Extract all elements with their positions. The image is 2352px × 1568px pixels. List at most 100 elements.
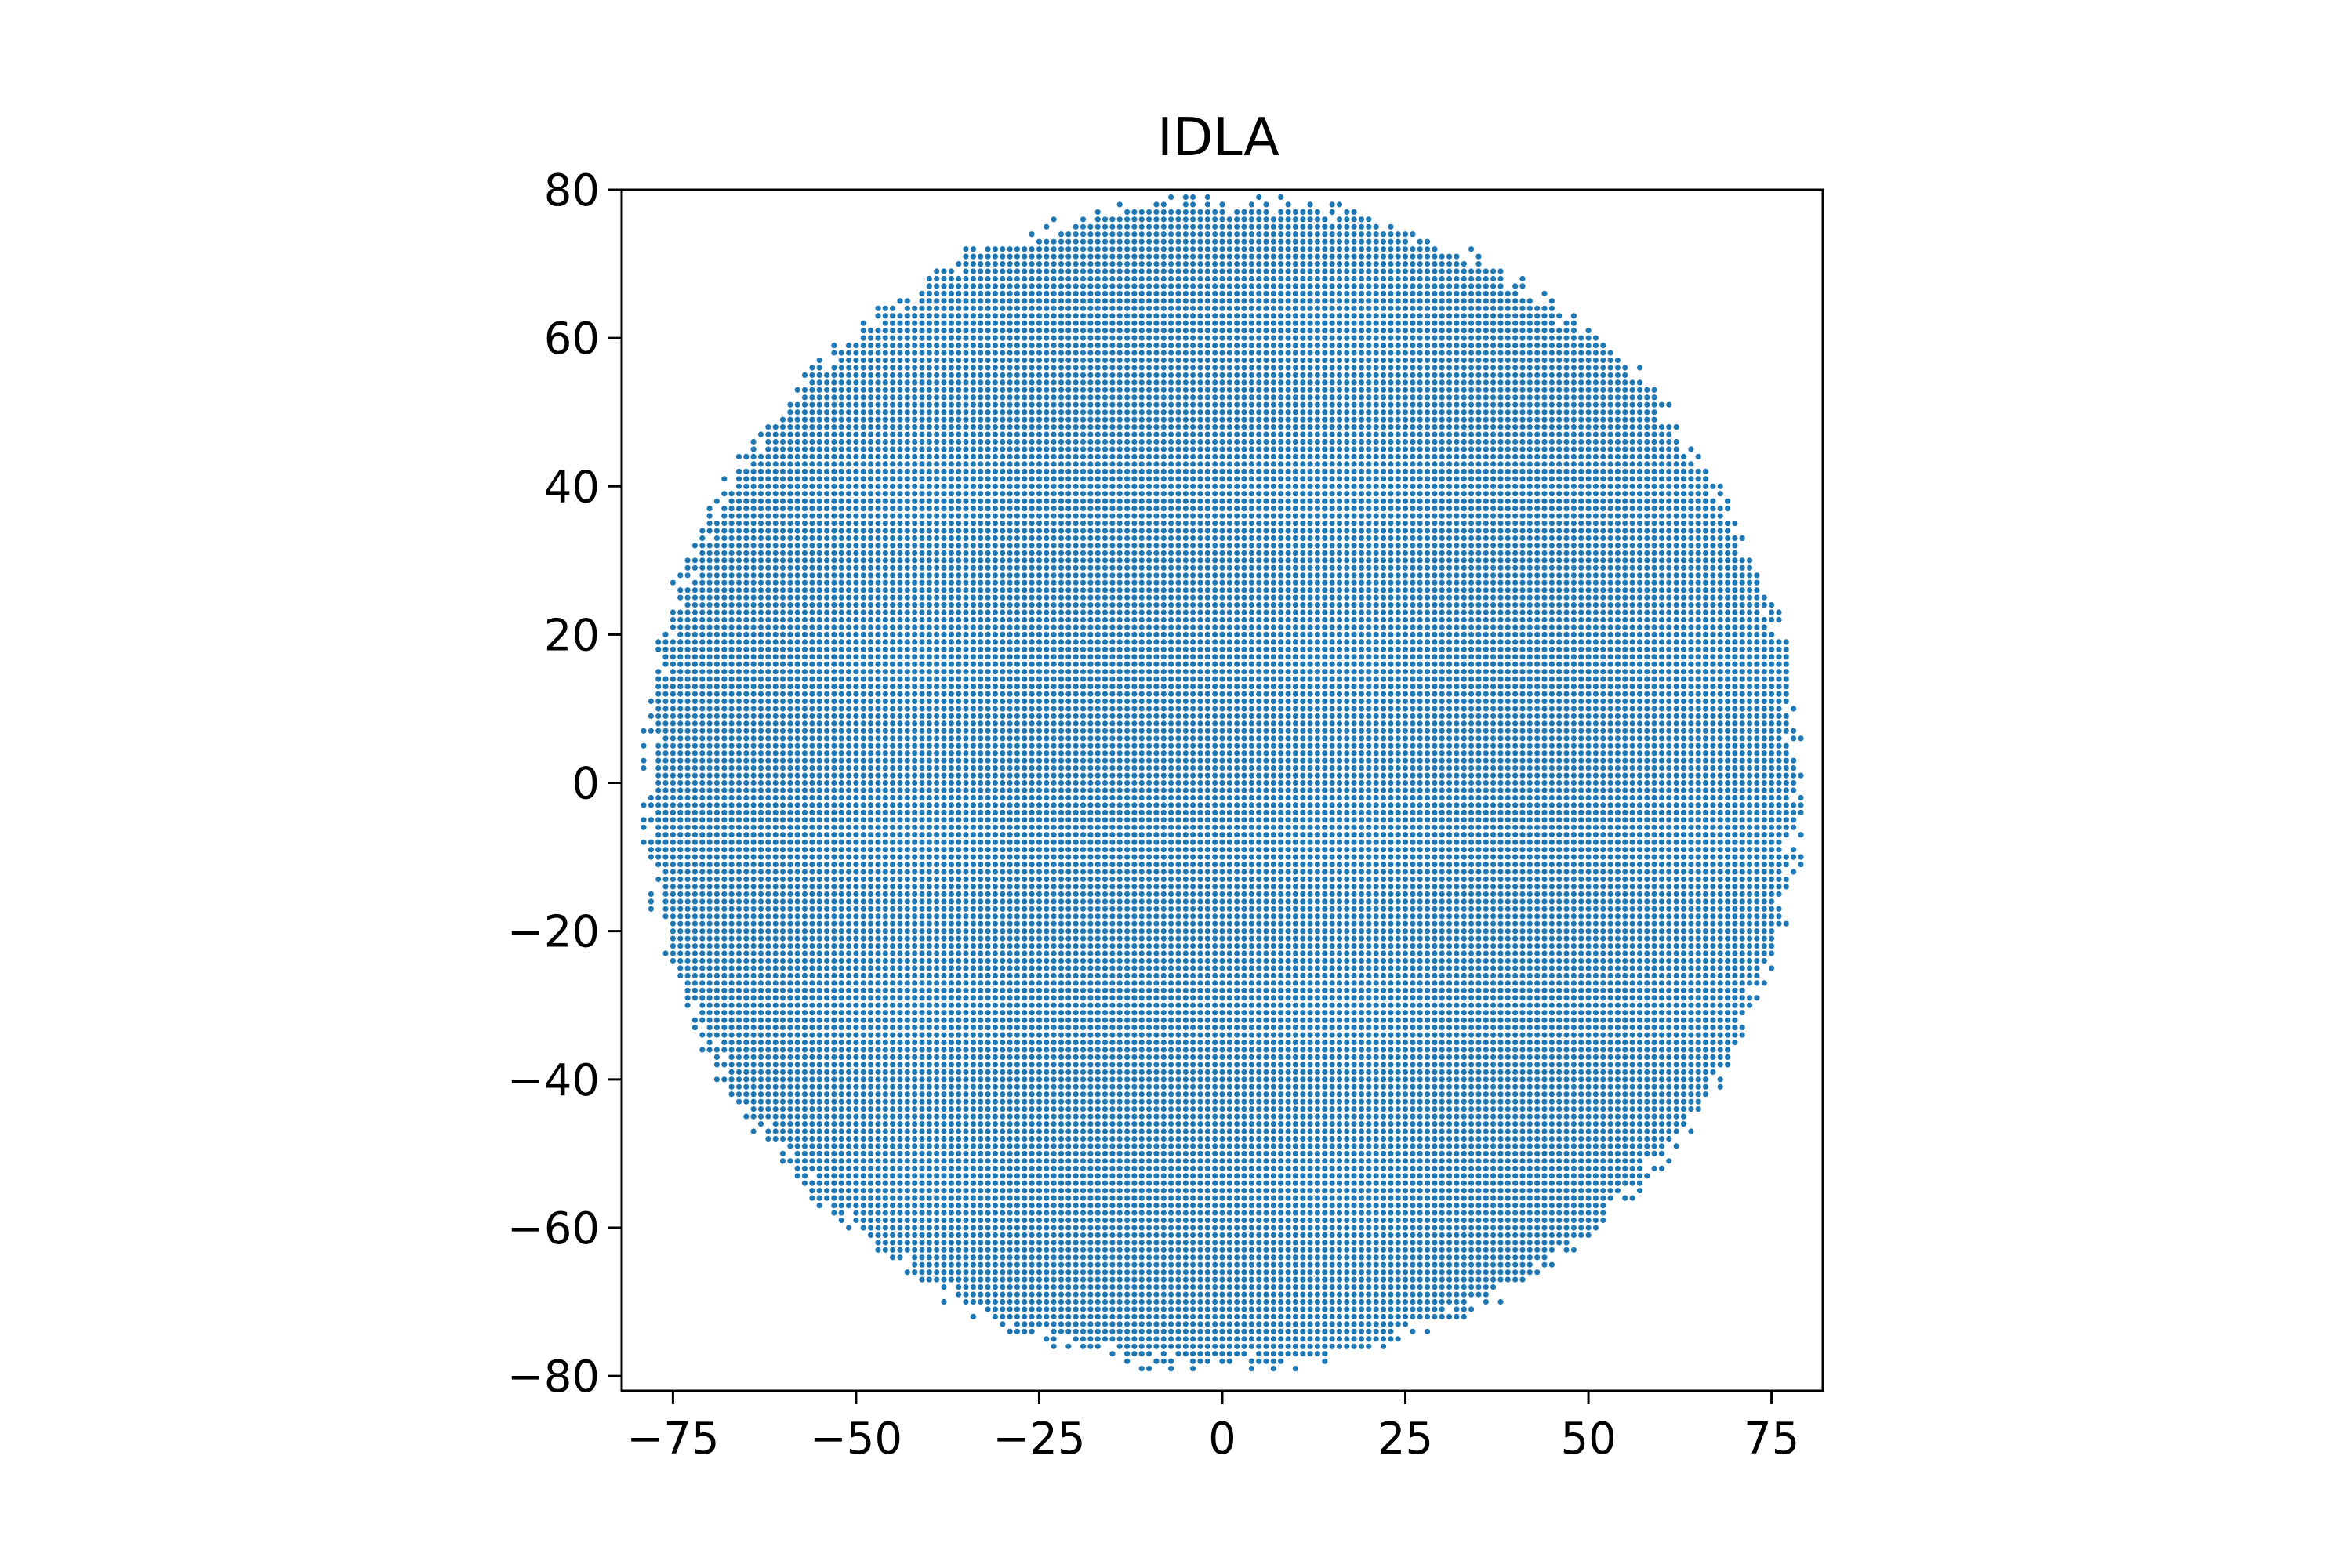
scatter-point [904, 461, 910, 467]
scatter-point [941, 669, 947, 675]
scatter-point [831, 920, 837, 927]
scatter-point [897, 1025, 903, 1031]
scatter-point [809, 624, 815, 630]
scatter-point [934, 587, 940, 593]
scatter-point [801, 491, 808, 497]
scatter-point [853, 1150, 859, 1156]
scatter-point [978, 350, 984, 356]
scatter-point [772, 491, 779, 497]
scatter-point [824, 1121, 830, 1127]
scatter-point [904, 1269, 910, 1276]
scatter-point [978, 1240, 984, 1246]
scatter-point [890, 1165, 896, 1171]
scatter-point [912, 1032, 918, 1038]
scatter-point [801, 928, 808, 935]
scatter-point [992, 809, 998, 815]
scatter-point [934, 1261, 940, 1268]
scatter-point [926, 669, 932, 675]
scatter-point [846, 372, 852, 378]
scatter-point [890, 891, 896, 897]
scatter-point [853, 1173, 859, 1179]
scatter-point [816, 787, 822, 793]
scatter-point [648, 847, 655, 853]
scatter-point [846, 616, 852, 623]
scatter-point [941, 765, 947, 771]
scatter-point [860, 824, 866, 830]
scatter-point [956, 1284, 962, 1290]
scatter-point [875, 891, 881, 897]
scatter-point [801, 387, 808, 393]
scatter-point [978, 713, 984, 720]
scatter-point [801, 862, 808, 868]
scatter-point [948, 1113, 954, 1120]
scatter-point [801, 521, 808, 527]
scatter-points [641, 194, 1804, 1372]
scatter-point [934, 394, 940, 401]
scatter-point [662, 661, 669, 667]
scatter-point [706, 950, 713, 956]
scatter-point [912, 676, 918, 682]
scatter-point [904, 446, 910, 452]
scatter-point [904, 1247, 910, 1253]
scatter-point [897, 691, 903, 697]
scatter-point [772, 616, 779, 623]
scatter-point [809, 379, 815, 386]
scatter-point [890, 1128, 896, 1134]
scatter-point [912, 572, 918, 579]
scatter-point [912, 1002, 918, 1008]
scatter-point [787, 772, 793, 779]
scatter-point [824, 1150, 830, 1156]
scatter-point [948, 920, 954, 927]
scatter-point [956, 513, 962, 519]
scatter-point [721, 1076, 728, 1083]
scatter-point [963, 468, 969, 475]
scatter-point [801, 676, 808, 682]
scatter-point [919, 313, 925, 319]
scatter-point [831, 757, 837, 764]
scatter-point [757, 691, 764, 697]
scatter-point [728, 750, 735, 757]
scatter-point [684, 564, 691, 571]
scatter-point [992, 1254, 998, 1261]
scatter-point [919, 438, 925, 445]
scatter-point [934, 913, 940, 920]
scatter-point [978, 543, 984, 549]
scatter-point [882, 513, 888, 519]
scatter-point [978, 394, 984, 401]
scatter-point [897, 602, 903, 608]
scatter-point [926, 602, 932, 608]
scatter-point [713, 1076, 720, 1083]
scatter-point [919, 587, 925, 593]
scatter-point [985, 616, 991, 623]
scatter-point [846, 757, 852, 764]
scatter-point [735, 765, 742, 771]
scatter-point [934, 343, 940, 349]
scatter-point [670, 661, 677, 667]
scatter-point [779, 661, 786, 667]
scatter-point [985, 661, 991, 667]
scatter-point [794, 906, 800, 912]
scatter-point [743, 913, 750, 920]
scatter-point [728, 1047, 735, 1053]
scatter-point [868, 394, 874, 401]
scatter-point [691, 950, 699, 956]
scatter-point [904, 1180, 910, 1186]
scatter-point [721, 965, 728, 971]
scatter-point [897, 965, 903, 971]
scatter-point [816, 884, 822, 890]
scatter-point [721, 564, 728, 571]
scatter-point [787, 461, 793, 467]
scatter-point [941, 802, 947, 808]
scatter-point [765, 772, 771, 779]
scatter-point [838, 1010, 844, 1016]
scatter-point [750, 669, 757, 675]
scatter-point [765, 898, 771, 905]
scatter-point [897, 957, 903, 964]
scatter-point [926, 1232, 932, 1238]
scatter-point [882, 787, 888, 793]
scatter-point [691, 609, 699, 615]
scatter-point [699, 957, 706, 964]
scatter-point [956, 1106, 962, 1112]
scatter-point [978, 876, 984, 883]
scatter-point [706, 884, 713, 890]
